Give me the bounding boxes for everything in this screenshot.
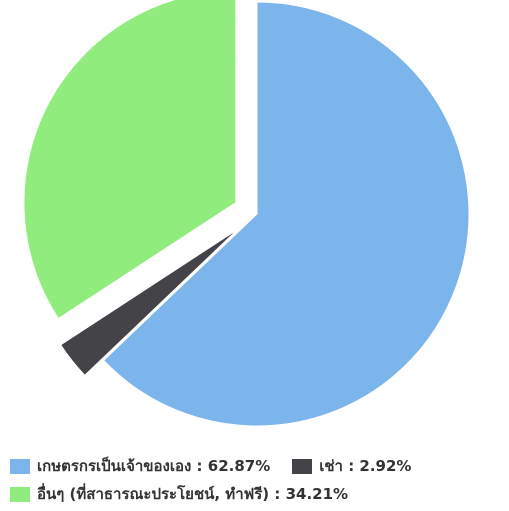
legend-swatch-other [10,486,30,502]
legend-item-rent[interactable]: เช่า : 2.92% [292,454,411,478]
legend-swatch-owner [10,458,30,474]
legend-row-2: อื่นๆ (ที่สาธารณะประโยชน์, ทำฟรี) : 34.2… [10,480,505,508]
chart-legend: เกษตรกรเป็นเจ้าของเอง : 62.87% เช่า : 2.… [10,452,505,508]
pie-slices [23,0,470,427]
pie-slice-other[interactable] [23,0,237,320]
legend-item-other[interactable]: อื่นๆ (ที่สาธารณะประโยชน์, ทำฟรี) : 34.2… [10,482,348,506]
legend-label-owner: เกษตรกรเป็นเจ้าของเอง : 62.87% [37,457,271,475]
pie-slice-rent[interactable] [60,228,239,376]
legend-row-1: เกษตรกรเป็นเจ้าของเอง : 62.87% เช่า : 2.… [10,452,505,480]
legend-swatch-rent [292,458,313,474]
pie-chart [23,0,470,427]
legend-item-owner[interactable]: เกษตรกรเป็นเจ้าของเอง : 62.87% [10,454,270,478]
pie-slice-owner[interactable] [102,1,470,427]
legend-label-rent: เช่า : 2.92% [319,457,412,475]
legend-label-other: อื่นๆ (ที่สาธารณะประโยชน์, ทำฟรี) : 34.2… [37,485,349,503]
